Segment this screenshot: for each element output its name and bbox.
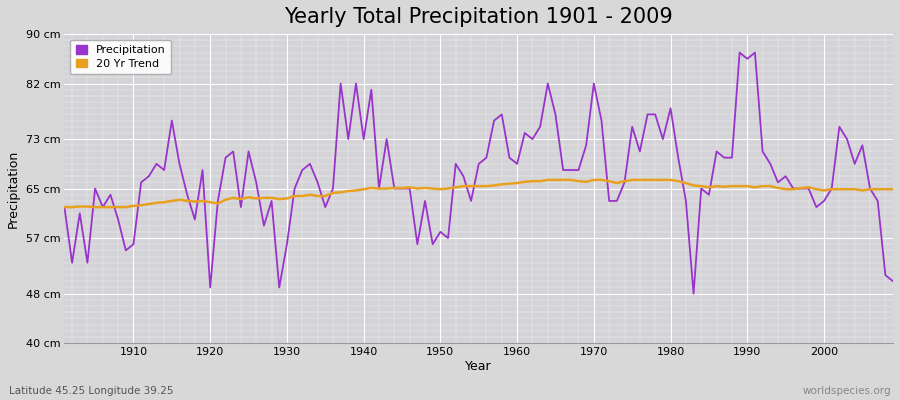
Text: Latitude 45.25 Longitude 39.25: Latitude 45.25 Longitude 39.25 xyxy=(9,386,174,396)
Legend: Precipitation, 20 Yr Trend: Precipitation, 20 Yr Trend xyxy=(70,40,171,74)
X-axis label: Year: Year xyxy=(465,360,492,373)
Y-axis label: Precipitation: Precipitation xyxy=(7,150,20,228)
Title: Yearly Total Precipitation 1901 - 2009: Yearly Total Precipitation 1901 - 2009 xyxy=(284,7,673,27)
Text: worldspecies.org: worldspecies.org xyxy=(803,386,891,396)
